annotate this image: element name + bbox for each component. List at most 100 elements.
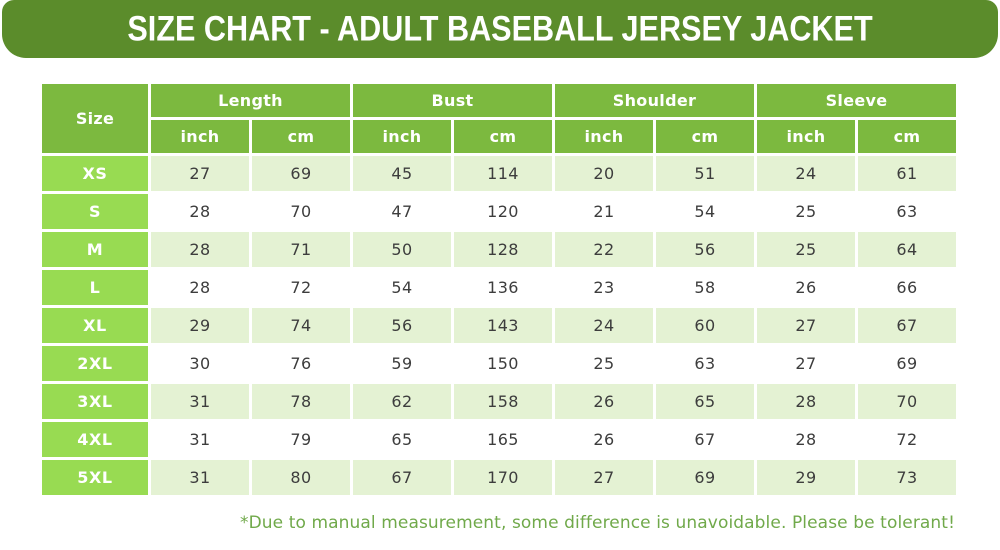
measurement-cell: 67 bbox=[656, 422, 754, 457]
measurement-cell: 24 bbox=[555, 308, 653, 343]
measurement-cell: 150 bbox=[454, 346, 552, 381]
measurement-cell: 45 bbox=[353, 156, 451, 191]
measurement-cell: 73 bbox=[858, 460, 956, 495]
measurement-cell: 67 bbox=[858, 308, 956, 343]
unit-header-sleeve-inch: inch bbox=[757, 120, 855, 153]
size-label: 5XL bbox=[42, 460, 148, 495]
measurement-cell: 25 bbox=[757, 232, 855, 267]
table-row: 5XL 31 80 67 170 27 69 29 73 bbox=[42, 460, 956, 495]
measurement-cell: 158 bbox=[454, 384, 552, 419]
measurement-cell: 23 bbox=[555, 270, 653, 305]
group-header-shoulder: Shoulder bbox=[555, 84, 754, 117]
measurement-cell: 64 bbox=[858, 232, 956, 267]
size-table-body: XS 27 69 45 114 20 51 24 61 S 28 70 47 120 21 54 25 63 M 28… bbox=[42, 156, 956, 495]
table-row: 2XL 30 76 59 150 25 63 27 69 bbox=[42, 346, 956, 381]
size-label: S bbox=[42, 194, 148, 229]
measurement-cell: 128 bbox=[454, 232, 552, 267]
measurement-cell: 54 bbox=[353, 270, 451, 305]
measurement-cell: 60 bbox=[656, 308, 754, 343]
measurement-cell: 62 bbox=[353, 384, 451, 419]
measurement-cell: 28 bbox=[151, 270, 249, 305]
measurement-cell: 26 bbox=[555, 422, 653, 457]
measurement-note: *Due to manual measurement, some differe… bbox=[239, 513, 955, 533]
measurement-cell: 65 bbox=[353, 422, 451, 457]
measurement-cell: 72 bbox=[252, 270, 350, 305]
measurement-cell: 20 bbox=[555, 156, 653, 191]
measurement-cell: 28 bbox=[757, 422, 855, 457]
measurement-cell: 27 bbox=[151, 156, 249, 191]
table-row: 3XL 31 78 62 158 26 65 28 70 bbox=[42, 384, 956, 419]
measurement-cell: 31 bbox=[151, 460, 249, 495]
size-label: M bbox=[42, 232, 148, 267]
measurement-cell: 22 bbox=[555, 232, 653, 267]
measurement-cell: 29 bbox=[151, 308, 249, 343]
measurement-cell: 74 bbox=[252, 308, 350, 343]
measurement-cell: 28 bbox=[757, 384, 855, 419]
measurement-cell: 63 bbox=[858, 194, 956, 229]
measurement-cell: 56 bbox=[656, 232, 754, 267]
size-label: 4XL bbox=[42, 422, 148, 457]
measurement-cell: 61 bbox=[858, 156, 956, 191]
measurement-cell: 25 bbox=[555, 346, 653, 381]
size-column-header: Size bbox=[42, 84, 148, 153]
measurement-cell: 114 bbox=[454, 156, 552, 191]
measurement-cell: 51 bbox=[656, 156, 754, 191]
measurement-cell: 29 bbox=[757, 460, 855, 495]
measurement-cell: 79 bbox=[252, 422, 350, 457]
measurement-cell: 65 bbox=[656, 384, 754, 419]
unit-header-row: inch cm inch cm inch cm inch cm bbox=[42, 120, 956, 153]
measurement-cell: 25 bbox=[757, 194, 855, 229]
size-label: 3XL bbox=[42, 384, 148, 419]
group-header-bust: Bust bbox=[353, 84, 552, 117]
measurement-cell: 31 bbox=[151, 422, 249, 457]
measurement-cell: 27 bbox=[555, 460, 653, 495]
unit-header-shoulder-cm: cm bbox=[656, 120, 754, 153]
measurement-cell: 72 bbox=[858, 422, 956, 457]
measurement-cell: 28 bbox=[151, 194, 249, 229]
measurement-cell: 21 bbox=[555, 194, 653, 229]
measurement-cell: 170 bbox=[454, 460, 552, 495]
measurement-cell: 67 bbox=[353, 460, 451, 495]
measurement-cell: 120 bbox=[454, 194, 552, 229]
measurement-cell: 80 bbox=[252, 460, 350, 495]
unit-header-length-inch: inch bbox=[151, 120, 249, 153]
measurement-cell: 30 bbox=[151, 346, 249, 381]
table-row: XL 29 74 56 143 24 60 27 67 bbox=[42, 308, 956, 343]
measurement-cell: 31 bbox=[151, 384, 249, 419]
unit-header-sleeve-cm: cm bbox=[858, 120, 956, 153]
measurement-cell: 66 bbox=[858, 270, 956, 305]
measurement-cell: 26 bbox=[757, 270, 855, 305]
measurement-cell: 24 bbox=[757, 156, 855, 191]
measurement-cell: 63 bbox=[656, 346, 754, 381]
measurement-cell: 28 bbox=[151, 232, 249, 267]
measurement-cell: 26 bbox=[555, 384, 653, 419]
group-header-length: Length bbox=[151, 84, 350, 117]
group-header-sleeve: Sleeve bbox=[757, 84, 956, 117]
title-banner: SIZE CHART - ADULT BASEBALL JERSEY JACKE… bbox=[2, 0, 998, 58]
measurement-cell: 54 bbox=[656, 194, 754, 229]
measurement-cell: 143 bbox=[454, 308, 552, 343]
measurement-cell: 136 bbox=[454, 270, 552, 305]
measurement-cell: 50 bbox=[353, 232, 451, 267]
measurement-cell: 69 bbox=[252, 156, 350, 191]
table-row: XS 27 69 45 114 20 51 24 61 bbox=[42, 156, 956, 191]
group-header-row: Size Length Bust Shoulder Sleeve bbox=[42, 84, 956, 153]
measurement-cell: 69 bbox=[858, 346, 956, 381]
measurement-cell: 71 bbox=[252, 232, 350, 267]
measurement-cell: 70 bbox=[252, 194, 350, 229]
measurement-cell: 70 bbox=[858, 384, 956, 419]
measurement-cell: 165 bbox=[454, 422, 552, 457]
measurement-cell: 58 bbox=[656, 270, 754, 305]
size-label: 2XL bbox=[42, 346, 148, 381]
size-label: XL bbox=[42, 308, 148, 343]
unit-header-shoulder-inch: inch bbox=[555, 120, 653, 153]
measurement-cell: 59 bbox=[353, 346, 451, 381]
measurement-cell: 56 bbox=[353, 308, 451, 343]
measurement-cell: 47 bbox=[353, 194, 451, 229]
measurement-cell: 27 bbox=[757, 346, 855, 381]
size-label: L bbox=[42, 270, 148, 305]
unit-header-bust-inch: inch bbox=[353, 120, 451, 153]
table-header: Size Length Bust Shoulder Sleeve inch cm… bbox=[42, 84, 956, 153]
unit-header-length-cm: cm bbox=[252, 120, 350, 153]
